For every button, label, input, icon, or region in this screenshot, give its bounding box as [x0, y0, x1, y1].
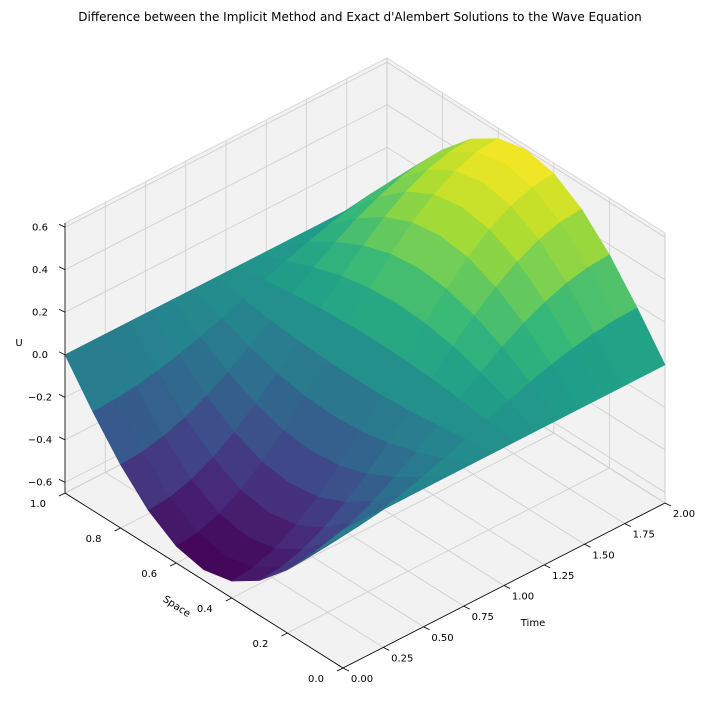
time-tick-label: 0.00 — [351, 674, 373, 685]
grid-line-u-left-wall — [64, 104, 388, 271]
x-axis-label: Time — [520, 618, 545, 629]
u-tick-mark — [58, 393, 66, 398]
space-tick-mark — [225, 597, 232, 602]
y-axis-label: Space — [161, 594, 193, 620]
surface-patch — [314, 518, 365, 553]
time-tick-mark — [544, 564, 551, 569]
time-tick-label: 0.50 — [431, 633, 453, 644]
surface — [64, 138, 666, 582]
space-tick-label: 0.2 — [252, 639, 268, 650]
space-tick-mark — [170, 562, 177, 567]
time-tick-label: 1.75 — [633, 530, 655, 541]
space-tick-mark — [114, 527, 121, 532]
space-tick-label: 0.6 — [141, 569, 157, 580]
u-tick-label: −0.6 — [28, 477, 52, 488]
u-tick-mark — [58, 351, 66, 356]
time-tick-label: 1.25 — [552, 571, 574, 582]
chart-title: Difference between the Implicit Method a… — [78, 10, 641, 24]
u-tick-mark — [58, 266, 66, 271]
time-tick-mark — [463, 605, 470, 610]
time-tick-label: 1.50 — [592, 550, 614, 561]
u-tick-mark — [58, 479, 66, 483]
grid-line-u-left-wall — [64, 61, 388, 228]
u-tick-label: 0.6 — [32, 222, 48, 233]
space-tick-label: 0.8 — [86, 534, 102, 545]
space-tick-label: 0.4 — [197, 604, 213, 615]
u-tick-mark — [58, 223, 66, 228]
time-tick-label: 0.25 — [391, 653, 413, 664]
z-axis-label: U — [15, 338, 22, 349]
time-tick-mark — [664, 502, 672, 507]
time-tick-label: 1.00 — [512, 592, 534, 603]
space-tick-label: 1.0 — [30, 499, 46, 510]
u-tick-label: 0.2 — [32, 307, 48, 318]
grid-line-u-left-wall — [64, 146, 388, 313]
space-tick-mark — [336, 667, 344, 672]
space-tick-mark — [58, 492, 66, 497]
time-tick-mark — [423, 626, 430, 631]
u-tick-mark — [58, 308, 66, 313]
time-tick-mark — [503, 585, 511, 589]
time-tick-mark — [584, 543, 591, 548]
u-tick-mark — [58, 436, 66, 441]
space-tick-mark — [281, 632, 288, 637]
u-tick-label: −0.2 — [28, 392, 52, 403]
space-tick-label: 0.0 — [308, 674, 324, 685]
time-tick-label: 2.00 — [673, 509, 695, 520]
time-tick-mark — [624, 523, 631, 527]
grid-line-space-floor — [287, 467, 610, 634]
time-tick-mark — [342, 667, 350, 672]
axis-lines — [58, 223, 672, 672]
u-tick-label: 0.4 — [32, 265, 48, 276]
u-tick-label: 0.0 — [32, 350, 48, 361]
tick-labels: 0.00 0.25 0.50 0.75 1.00 1.25 1.50 1.75 2.00 0.0 0… — [28, 222, 695, 685]
u-tick-label: −0.4 — [28, 435, 52, 446]
time-tick-label: 0.75 — [472, 612, 494, 623]
space-axis-line — [64, 492, 344, 669]
time-tick-mark — [383, 647, 390, 651]
